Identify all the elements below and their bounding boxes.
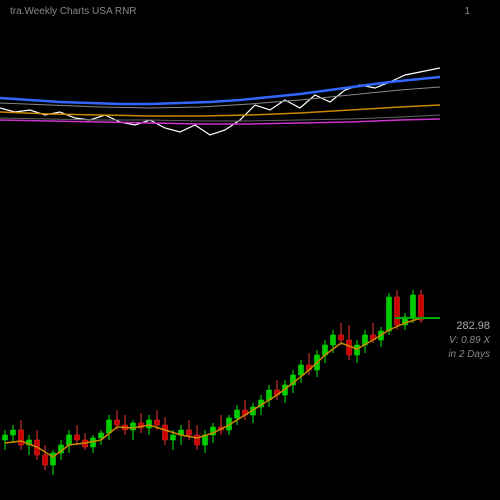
timeframe-label: 1 xyxy=(464,6,490,17)
price-panel xyxy=(0,235,500,500)
chart-header: tra.Weekly Charts USA RNR 1 xyxy=(0,6,500,17)
volume-label: V: 0.89 X xyxy=(448,335,490,346)
chart-title: tra.Weekly Charts USA RNR xyxy=(10,6,137,17)
price-info-box: 282.98 V: 0.89 X in 2 Days xyxy=(448,320,490,360)
indicator-panel xyxy=(0,60,440,180)
days-label: in 2 Days xyxy=(448,349,490,360)
candlestick-svg xyxy=(0,235,500,500)
current-price: 282.98 xyxy=(448,320,490,332)
indicator-svg xyxy=(0,60,440,180)
